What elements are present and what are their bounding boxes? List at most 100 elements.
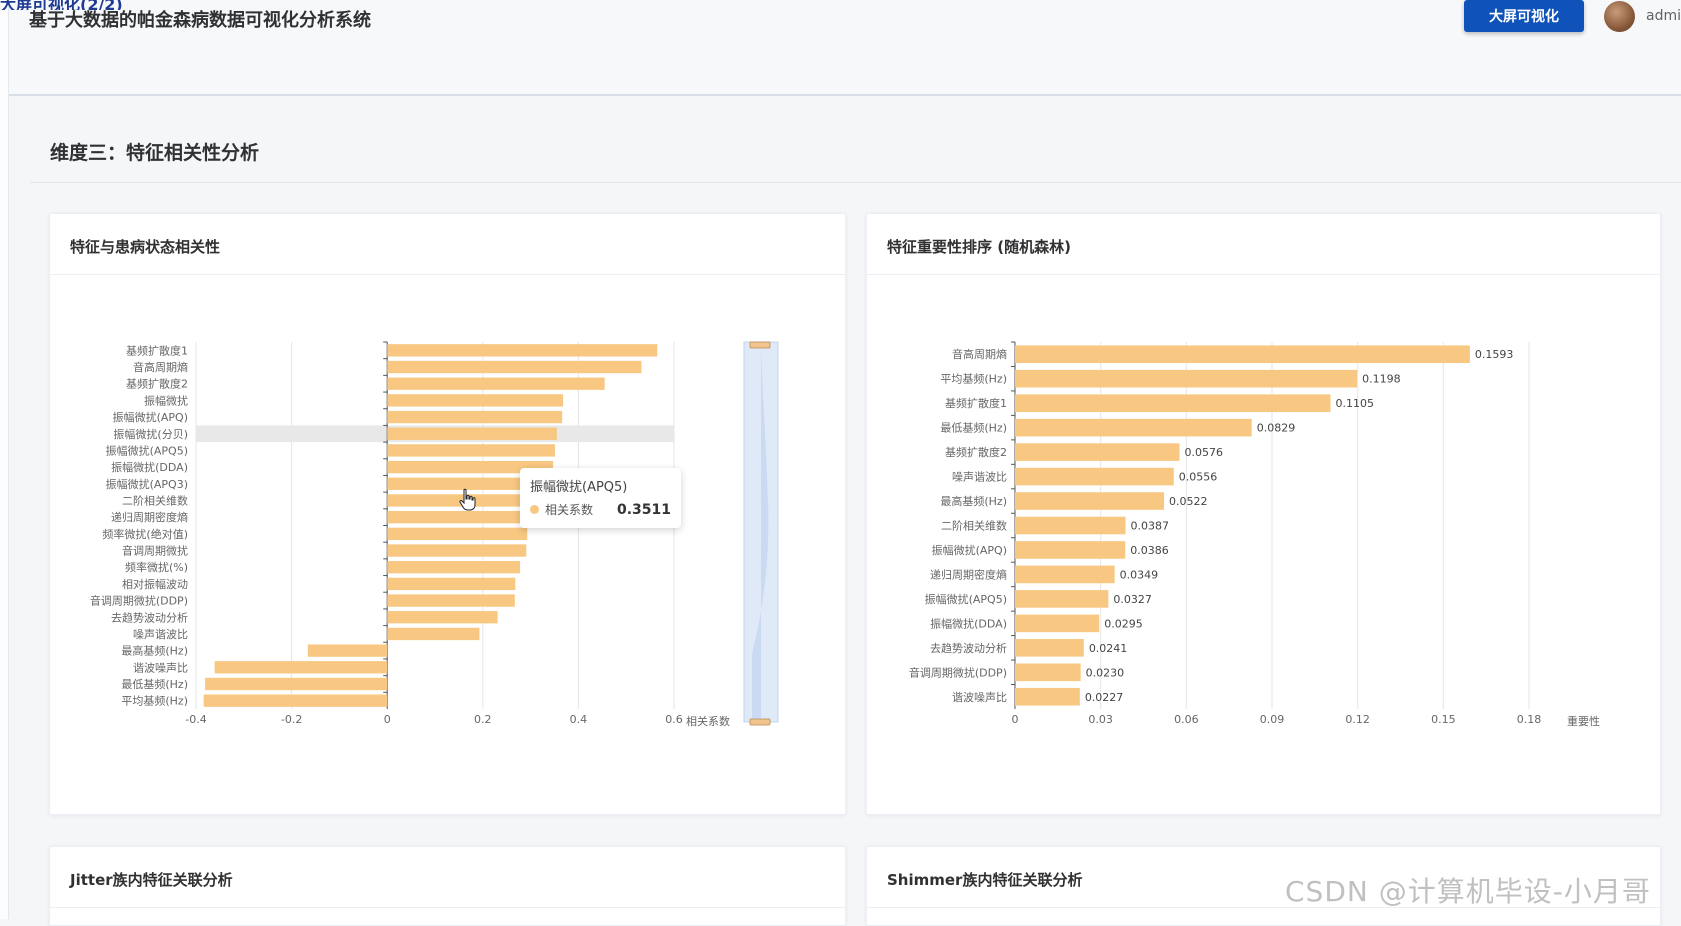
user-name[interactable]: admin [1646, 8, 1681, 24]
y-category-label: 振幅微扰(APQ) [113, 410, 188, 424]
y-category-label: 递归周期密度熵 [111, 510, 188, 524]
watermark: CSDN @计算机毕设-小月哥 [1285, 875, 1651, 908]
y-category-label: 相对振幅波动 [122, 577, 188, 591]
x-tick-label: 0.4 [570, 713, 588, 726]
bar [1015, 369, 1358, 388]
bar-value-label: 0.0227 [1085, 691, 1124, 704]
shimmer-card: Shimmer族内特征关联分析 [866, 846, 1661, 926]
card-header: Jitter族内特征关联分析 [50, 847, 845, 908]
y-category-label: 平均基频(Hz) [940, 372, 1007, 386]
y-category-label: 噪声谐波比 [133, 627, 188, 641]
y-category-label: 二阶相关维数 [941, 519, 1007, 533]
section-title: 维度三：特征相关性分析 [50, 142, 260, 164]
x-tick-label: 0.09 [1260, 713, 1285, 726]
x-axis-title: 相关系数 [686, 714, 730, 728]
bar [387, 510, 536, 524]
card-header: 特征重要性排序 (随机森林) [867, 214, 1660, 275]
bar [387, 627, 480, 641]
jitter-card: Jitter族内特征关联分析 [49, 846, 846, 926]
x-tick-label: 0.06 [1174, 713, 1199, 726]
bar [1015, 345, 1470, 364]
y-category-label: 二阶相关维数 [122, 493, 188, 507]
zoom-handle-bottom [749, 718, 771, 726]
x-tick-label: 0.18 [1517, 713, 1542, 726]
bar [1015, 541, 1126, 559]
y-category-label: 音调周期微扰(DDP) [90, 594, 188, 608]
zoom-slider-shape [752, 346, 769, 720]
y-category-label: 频率微扰(绝对值) [102, 527, 188, 541]
x-tick-label: 0.2 [474, 713, 492, 726]
app-title: 基于大数据的帕金森病数据可视化分析系统 [29, 10, 371, 31]
bar [307, 644, 388, 657]
x-tick-label: 0.12 [1345, 713, 1370, 726]
bar [205, 677, 388, 691]
section-divider [30, 182, 1681, 183]
bar-value-label: 0.1198 [1362, 373, 1401, 386]
y-category-label: 音高周期熵 [952, 347, 1007, 361]
y-category-label: 去趋势波动分析 [930, 641, 1007, 655]
y-category-label: 音高周期熵 [133, 360, 188, 374]
correlation-card: 特征与患病状态相关性 -0.4 -0.2 0 0.2 0.4 0.6 基频扩散度1 音高周期熵… [49, 213, 846, 815]
x-tick-label: 0 [384, 713, 391, 726]
tooltip-row: 相关系数 0.3511 [530, 501, 671, 518]
y-category-label: 振幅微扰(APQ5) [106, 443, 188, 457]
card-header: Shimmer族内特征关联分析 [867, 847, 1660, 908]
y-category-label: 基频扩散度2 [126, 377, 188, 391]
y-category-label: 振幅微扰(DDA) [111, 460, 188, 474]
hand-cursor-icon [459, 488, 476, 511]
y-category-label: 振幅微扰(分贝) [113, 427, 188, 441]
bar [387, 377, 605, 390]
bar [387, 460, 554, 474]
bar [387, 611, 498, 624]
importance-card-title: 特征重要性排序 (随机森林) [887, 238, 1071, 256]
y-category-label: 最低基频(Hz) [121, 677, 188, 691]
y-category-label: 去趋势波动分析 [111, 610, 188, 624]
left-rail [0, 0, 9, 919]
bar [1015, 639, 1084, 657]
zoom-handle-top [749, 341, 771, 349]
bar-value-label: 0.1105 [1336, 397, 1375, 410]
bar [1015, 443, 1180, 461]
bar [1015, 565, 1115, 584]
bar [387, 444, 555, 457]
y-category-label: 最高基频(Hz) [940, 494, 1007, 508]
y-category-label: 振幅微扰(DDA) [930, 616, 1007, 630]
bar-value-label: 0.0386 [1130, 544, 1169, 557]
bar [214, 661, 388, 674]
bar [387, 360, 642, 374]
bar-value-label: 0.0829 [1257, 422, 1296, 435]
bar [387, 594, 515, 607]
bar [203, 694, 388, 707]
y-category-label: 基频扩散度1 [945, 396, 1007, 410]
bar-value-label: 0.0295 [1104, 617, 1143, 630]
top-header: 基于大数据的帕金森病数据可视化分析系统 大屏可视化 admin [9, 0, 1681, 96]
bar-value-label: 0.1593 [1475, 348, 1514, 361]
bar-value-label: 0.0230 [1086, 666, 1125, 679]
jitter-card-title: Jitter族内特征关联分析 [70, 871, 233, 889]
correlation-card-title: 特征与患病状态相关性 [70, 238, 221, 256]
importance-card: 特征重要性排序 (随机森林) 0 0.03 0.06 0.09 0.12 0.15 0.18… [866, 213, 1661, 815]
bar [387, 427, 557, 440]
y-category-label: 音调周期微扰(DDP) [909, 665, 1007, 679]
bigscreen-button[interactable]: 大屏可视化 [1464, 0, 1584, 32]
overlay-title: 大屏可视化(2/2) [0, 0, 123, 10]
user-avatar[interactable] [1604, 1, 1635, 32]
bar [387, 477, 553, 490]
y-category-label: 振幅微扰(APQ3) [106, 477, 188, 491]
y-category-label: 谐波噪声比 [952, 690, 1007, 704]
y-category-label: 音调周期微扰 [122, 544, 188, 558]
bar [1015, 394, 1331, 412]
bar [387, 527, 528, 541]
bar [1015, 467, 1174, 486]
importance-chart[interactable]: 0 0.03 0.06 0.09 0.12 0.15 0.18 音高周期熵 0.1593 平均基频… [867, 214, 1662, 816]
y-category-label: 振幅微扰 [144, 393, 188, 407]
bar [1015, 687, 1080, 706]
tooltip-value: 0.3511 [616, 501, 671, 518]
y-category-label: 递归周期密度熵 [930, 567, 1007, 581]
chart-tooltip: 振幅微扰(APQ5) 相关系数 0.3511 [520, 468, 681, 528]
x-tick-label: -0.2 [281, 713, 302, 726]
card-header: 特征与患病状态相关性 [50, 214, 845, 275]
x-tick-label: 0.15 [1431, 713, 1456, 726]
bar [387, 344, 658, 357]
